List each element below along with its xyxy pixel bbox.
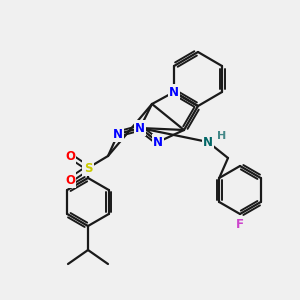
Text: O: O — [65, 173, 75, 187]
Text: F: F — [236, 218, 244, 230]
Text: O: O — [65, 149, 75, 163]
Text: N: N — [203, 136, 213, 148]
Text: N: N — [169, 85, 179, 98]
Text: N: N — [113, 128, 123, 140]
Text: N: N — [135, 122, 145, 134]
Text: H: H — [218, 131, 226, 141]
Text: N: N — [153, 136, 163, 148]
Text: S: S — [84, 161, 92, 175]
